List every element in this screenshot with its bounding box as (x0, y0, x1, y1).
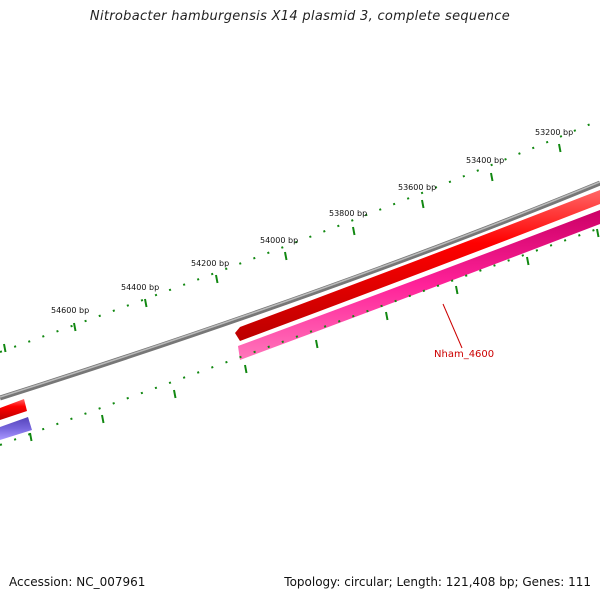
major-tick (29, 432, 33, 442)
major-tick (558, 143, 562, 153)
scale-label: 54200 bp (191, 259, 229, 268)
major-tick (284, 251, 288, 261)
scale-label: 53200 bp (535, 128, 573, 137)
major-tick (101, 414, 105, 424)
major-tick (490, 172, 494, 182)
major-tick (3, 343, 7, 353)
scale-label: 54400 bp (121, 283, 159, 292)
feature-label-nham-4600[interactable]: Nham_4600 (434, 349, 494, 360)
major-tick (596, 228, 600, 238)
major-tick (215, 274, 219, 284)
scale-label: 53800 bp (329, 209, 367, 218)
scale-label: 53400 bp (466, 156, 504, 165)
accession-label: Accession: NC_007961 (9, 575, 146, 589)
topology-summary: Topology: circular; Length: 121,408 bp; … (284, 575, 591, 589)
major-tick (385, 311, 389, 321)
major-tick (73, 322, 77, 332)
outer-major-ticks (3, 143, 562, 353)
feature-leader-line (442, 303, 463, 349)
cds-forward-left[interactable] (0, 399, 27, 420)
major-tick (421, 199, 425, 209)
major-tick (144, 298, 148, 308)
scale-label: 54600 bp (51, 306, 89, 315)
backbone-ring-highlight (0, 181, 600, 398)
scale-labels: 53200 bp 53400 bp 53600 bp 53800 bp 54000 bp… (51, 128, 573, 315)
cds-nham-4600[interactable] (238, 210, 600, 360)
major-tick (526, 256, 530, 266)
scale-label: 53600 bp (398, 183, 436, 192)
major-tick (315, 339, 319, 349)
inner-major-ticks (29, 228, 600, 442)
map-title: Nitrobacter hamburgensis X14 plasmid 3, … (89, 9, 511, 24)
cds-forward-right[interactable] (235, 190, 600, 341)
backbone-ring (0, 180, 600, 401)
major-tick (455, 285, 459, 295)
major-tick (244, 364, 248, 374)
major-tick (352, 226, 356, 236)
major-tick (173, 389, 177, 399)
scale-label: 54000 bp (260, 236, 298, 245)
cds-reverse-left[interactable] (0, 417, 32, 440)
